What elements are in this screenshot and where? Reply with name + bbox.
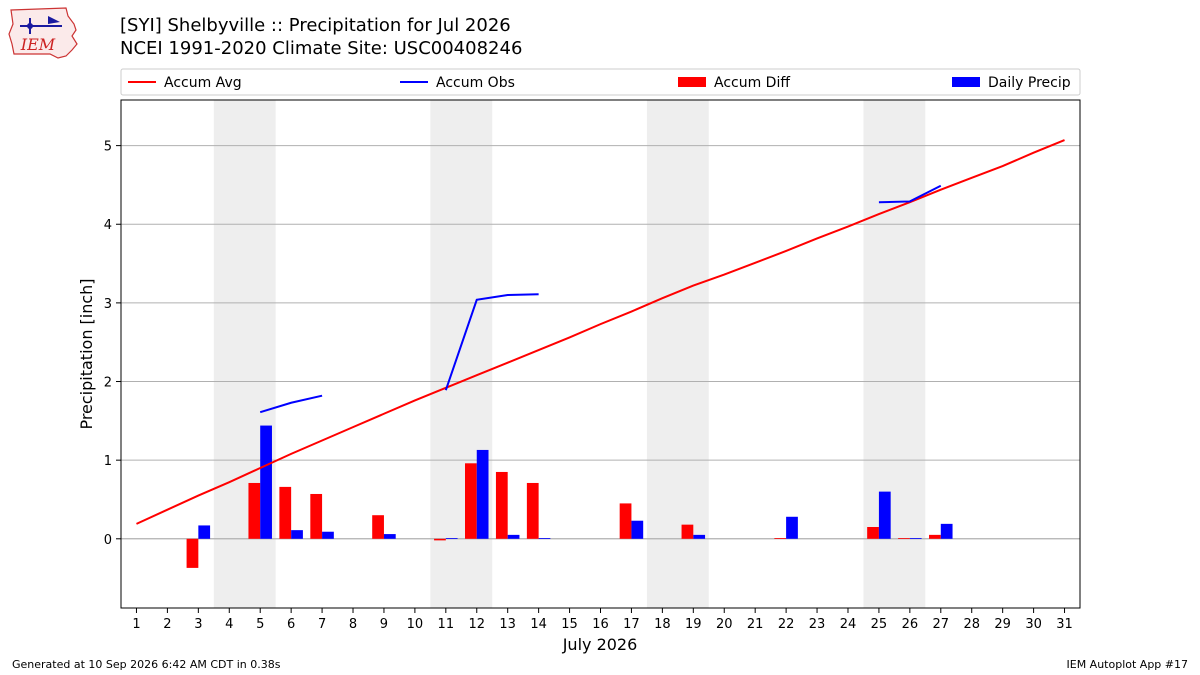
daily-precip-bar xyxy=(878,491,891,539)
daily-precip-bar xyxy=(538,538,551,539)
x-tick-label: 23 xyxy=(809,617,826,632)
x-tick-label: 27 xyxy=(933,617,950,632)
y-axis-ticks: 0 1 2 3 4 5 xyxy=(104,140,121,548)
accum-diff-bar xyxy=(867,527,879,539)
y-tick-label: 4 xyxy=(104,218,112,233)
accum-diff-bar xyxy=(186,538,199,568)
weekend-band xyxy=(863,100,926,608)
x-tick-label: 2 xyxy=(163,617,171,632)
x-tick-label: 29 xyxy=(994,617,1011,632)
x-tick-label: 19 xyxy=(685,617,702,632)
daily-precip-bar xyxy=(260,425,272,539)
accum-obs-line xyxy=(259,394,323,414)
daily-precip-bar xyxy=(445,538,458,539)
plot-area: 1 2 3 4 5 6 7 8 9 10 11 12 13 14 15 16 17 18 19 20 21 22 23 24 2… xyxy=(104,99,1081,632)
weekend-band xyxy=(646,100,709,608)
legend-label-obs: Accum Obs xyxy=(436,75,515,91)
legend-label-daily: Daily Precip xyxy=(988,75,1071,91)
accum-diff-bar xyxy=(248,482,261,539)
x-tick-label: 7 xyxy=(318,617,326,632)
accum-obs-line xyxy=(444,293,539,391)
x-tick-label: 26 xyxy=(902,617,919,632)
y-tick-label: 2 xyxy=(104,376,112,391)
footer-generated: Generated at 10 Sep 2026 6:42 AM CDT in … xyxy=(12,658,281,671)
vane-hub xyxy=(27,23,33,29)
logo-text: IEM xyxy=(20,35,56,54)
y-tick-label: 5 xyxy=(104,140,112,155)
chart-title-line1: [SYI] Shelbyville :: Precipitation for J… xyxy=(120,15,511,36)
accum-diff-bar xyxy=(929,534,941,539)
x-tick-label: 21 xyxy=(747,617,764,632)
y-tick-label: 1 xyxy=(104,454,112,469)
x-tick-label: 24 xyxy=(840,617,857,632)
x-tick-label: 28 xyxy=(963,617,980,632)
x-tick-label: 1 xyxy=(132,617,140,632)
legend: Accum Avg Accum Obs Accum Diff Daily Precip xyxy=(120,68,1081,96)
iem-logo: IEM xyxy=(8,7,78,59)
daily-precip-bar xyxy=(940,523,953,539)
x-tick-label: 10 xyxy=(407,617,424,632)
accum-diff-bar xyxy=(372,515,384,539)
x-tick-label: 3 xyxy=(194,617,202,632)
daily-precip-bar xyxy=(198,525,211,539)
accum-diff-bar xyxy=(526,482,539,539)
daily-precip-bar xyxy=(291,530,303,539)
accum-diff-bar xyxy=(898,538,910,539)
accum-diff-bar xyxy=(310,493,323,539)
daily-precip-bar xyxy=(909,538,922,539)
x-tick-label: 18 xyxy=(654,617,671,632)
x-tick-label: 30 xyxy=(1025,617,1042,632)
y-tick-label: 3 xyxy=(104,297,112,312)
daily-precip-bar xyxy=(507,534,520,539)
legend-label-diff: Accum Diff xyxy=(714,75,790,91)
x-tick-label: 25 xyxy=(871,617,888,632)
vane-arrow xyxy=(48,16,60,24)
daily-precip-bar xyxy=(693,534,706,539)
x-tick-label: 22 xyxy=(778,617,795,632)
legend-box xyxy=(120,68,1081,96)
daily-precip-bar xyxy=(383,534,396,539)
accum-diff-bar xyxy=(279,486,292,539)
bars-layer xyxy=(186,425,953,568)
footer-app: IEM Autoplot App #17 xyxy=(1067,658,1189,671)
x-tick-label: 16 xyxy=(592,617,609,632)
x-tick-label: 15 xyxy=(561,617,578,632)
daily-precip-bar xyxy=(786,516,798,539)
accum-diff-bar xyxy=(619,503,632,539)
daily-precip-bar xyxy=(322,531,334,539)
legend-label-avg: Accum Avg xyxy=(164,75,242,91)
accum-obs-line xyxy=(878,184,942,204)
iowa-outline-icon xyxy=(8,7,78,59)
x-tick-label: 12 xyxy=(468,617,485,632)
x-tick-label: 8 xyxy=(349,617,357,632)
chart-title-line2: NCEI 1991-2020 Climate Site: USC00408246 xyxy=(120,38,522,59)
x-tick-label: 20 xyxy=(716,617,733,632)
x-tick-label: 17 xyxy=(623,617,640,632)
daily-precip-bar xyxy=(476,449,489,539)
x-axis-label: July 2026 xyxy=(562,635,638,654)
x-axis-ticks: 1 2 3 4 5 6 7 8 9 10 11 12 13 14 15 16 17 18 19 20 21 22 23 24 2… xyxy=(132,608,1073,632)
accum-diff-bar xyxy=(434,538,446,541)
x-tick-label: 13 xyxy=(499,617,516,632)
legend-swatch-diff xyxy=(678,77,706,87)
x-tick-label: 31 xyxy=(1056,617,1073,632)
x-tick-label: 4 xyxy=(225,617,233,632)
y-tick-label: 0 xyxy=(104,533,112,548)
x-tick-label: 9 xyxy=(380,617,388,632)
legend-swatch-daily xyxy=(952,77,980,87)
accum-diff-bar xyxy=(774,538,787,539)
daily-precip-bar xyxy=(631,520,644,539)
x-tick-label: 5 xyxy=(256,617,264,632)
accum-diff-bar xyxy=(495,471,508,539)
x-tick-label: 11 xyxy=(438,617,455,632)
y-axis-label: Precipitation [inch] xyxy=(77,278,96,429)
lines-layer xyxy=(136,139,1065,525)
accum-diff-bar xyxy=(681,524,694,539)
x-tick-label: 14 xyxy=(530,617,547,632)
x-tick-label: 6 xyxy=(287,617,295,632)
accum-diff-bar xyxy=(465,463,477,539)
